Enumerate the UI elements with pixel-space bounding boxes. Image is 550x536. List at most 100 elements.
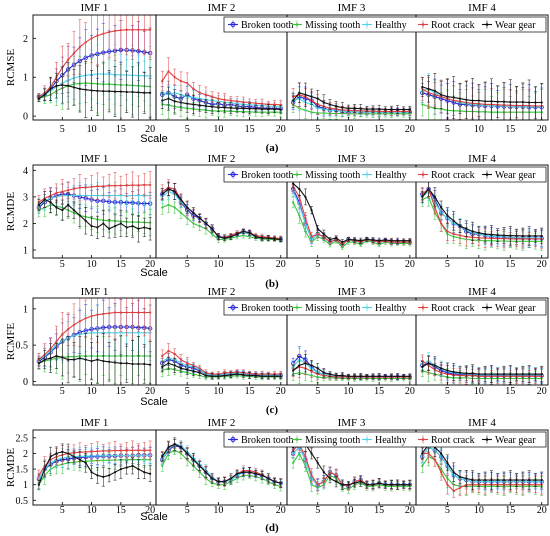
data-point [490,100,493,103]
data-point [49,87,52,90]
data-point [433,206,436,209]
panel-1: IMF 1 5 10 15 20 [32,2,157,135]
data-point [353,238,356,242]
data-point [217,106,220,109]
data-point [254,102,257,105]
data-point [496,100,499,103]
data-point [137,28,140,31]
data-point [534,101,537,104]
y-tick-label: 3 [23,192,28,203]
data-point [137,362,140,366]
x-tick-label: 20 [405,386,415,397]
data-point [179,80,183,83]
data-point [119,184,122,187]
data-point [440,222,443,225]
data-point [167,97,170,100]
data-point [359,107,362,110]
data-point [67,328,70,331]
data-point [84,219,87,222]
data-point [260,375,264,378]
data-point [235,100,239,103]
data-point [229,99,232,102]
panel-title: IMF 4 [468,153,496,165]
series-line [421,188,542,239]
data-point [131,90,134,94]
subfigure-label: (a) [266,142,279,154]
series-line [38,311,151,361]
data-point [55,206,58,209]
panel-1: IMF 1 5 10 15 20 [32,286,157,397]
x-tick-label: 5 [60,259,65,270]
data-point [279,108,282,111]
data-point [113,361,117,364]
data-point [161,99,164,102]
data-point [254,235,257,238]
legend-label: Missing tooth [305,20,360,31]
series-broken-tooth [420,78,544,121]
data-point [316,367,319,370]
data-point [390,108,393,111]
data-point [477,99,480,102]
data-point [211,95,214,98]
data-point [217,235,220,238]
y-tick-label: 2 [23,34,28,45]
data-point [113,311,117,314]
data-point [90,225,93,228]
data-point [254,374,257,377]
data-point [131,311,134,314]
data-point [161,206,164,209]
data-point [137,227,140,230]
x-tick-label: 5 [445,259,450,270]
data-point [371,375,375,378]
panel-1: IMF 1 5 10 15 20 [32,153,157,270]
data-point [137,311,140,314]
data-point [384,108,387,111]
data-point [433,195,436,198]
x-tick-label: 5 [315,124,320,135]
data-point [161,354,164,358]
x-tick-label: 10 [87,124,97,135]
data-point [408,239,411,242]
data-point [310,95,313,98]
data-point [347,107,350,110]
data-point [143,362,146,366]
data-point [242,373,245,376]
data-point [125,311,128,314]
subfigure-a: RCMSE 0 1 2 IMF 1 5 10 15 20 IMF 2 5 10 15 20 IMF 3 5 10… [5,2,549,154]
x-tick-label: 5 [60,386,65,397]
series-wear-gear [291,178,412,246]
series-wear-gear [420,180,544,246]
data-point [396,108,399,111]
data-point [186,206,189,209]
data-point [341,374,344,377]
data-point [173,100,176,103]
data-point [471,230,474,233]
data-point [509,101,512,104]
x-tick-label: 5 [185,259,190,270]
y-axis-label: RCMFE [5,323,17,361]
series-broken-tooth [160,80,283,114]
data-point [78,214,81,217]
data-point [292,182,295,185]
legend-label: Broken tooth [241,170,294,181]
data-point [211,227,214,230]
data-point [335,236,338,240]
data-point [102,90,105,93]
data-point [378,239,381,242]
data-point [242,107,245,110]
data-point [55,354,58,358]
data-point [192,103,195,106]
x-tick-label: 5 [60,124,65,135]
x-tick-label: 10 [474,259,484,270]
data-point [515,101,518,104]
series-broken-tooth [420,355,544,385]
panel-frame [32,14,157,121]
y-tick-label: 0.5 [16,341,29,352]
data-point [90,89,93,92]
data-point [365,238,368,241]
data-point [471,99,474,102]
x-tick-label: 15 [374,124,384,135]
data-point [310,209,313,212]
data-point [179,198,183,201]
data-point [72,323,76,326]
